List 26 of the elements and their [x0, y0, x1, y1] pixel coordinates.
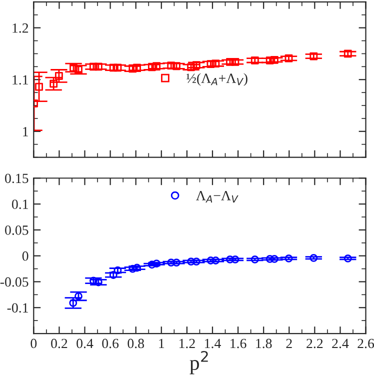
legend-label: Λ$_{A}$−Λ$_{V}$ [196, 191, 238, 202]
legend-label: ½(Λ$_{A}$+Λ$_{V}$) [186, 73, 248, 86]
x-tick-label: 2.2 [306, 338, 323, 348]
x-tick-label: 1.2 [179, 338, 195, 348]
y-tick-label: -0.1 [7, 303, 28, 313]
x-tick-label: 2.6 [358, 338, 374, 348]
x-axis-title: p$^{2}$ [190, 350, 208, 374]
y-tick-label: 0.1 [12, 200, 28, 210]
x-tick-label: 1.8 [256, 338, 272, 348]
y-tick-label: 0 [22, 251, 28, 261]
y-tick-label: 0.15 [5, 174, 28, 184]
y-tick-label: 1.1 [12, 75, 28, 85]
x-tick-label: 0.2 [51, 338, 68, 348]
y-tick-label: -0.05 [0, 277, 28, 287]
x-tick-label: 0.6 [102, 338, 119, 348]
x-tick-label: 1.6 [230, 338, 246, 348]
y-tick-label: 0.05 [5, 226, 28, 235]
y-tick-label: 1.2 [12, 23, 28, 33]
y-tick-label: 1 [23, 127, 28, 136]
x-tick-label: 1 [159, 338, 164, 348]
x-tick-label: 0 [30, 338, 37, 348]
x-tick-label: 1.4 [205, 338, 221, 348]
x-tick-label: 0.8 [128, 338, 144, 348]
x-tick-label: 2 [286, 338, 292, 348]
x-tick-label: 0.4 [76, 338, 94, 348]
x-tick-label: 2.4 [332, 338, 349, 348]
